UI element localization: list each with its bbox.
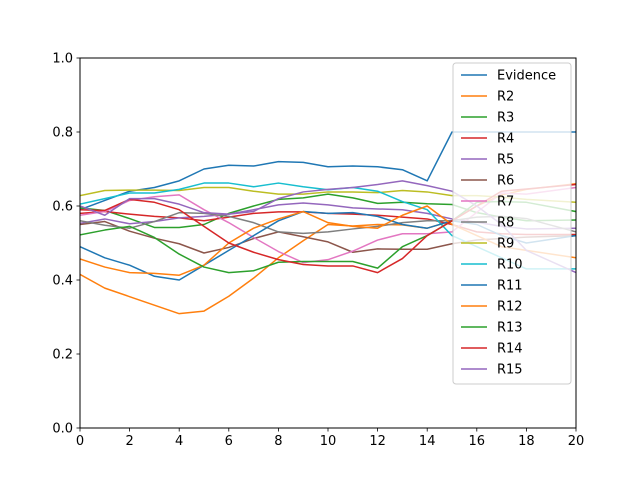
legend-label: R7 — [497, 195, 514, 210]
legend-box — [452, 62, 572, 385]
y-axis: 0.0 0.2 0.4 0.6 0.8 1.0 — [52, 52, 80, 437]
legend-label: R14 — [497, 342, 523, 357]
legend-label: R13 — [497, 321, 523, 336]
x-tick-label: 8 — [274, 434, 282, 449]
x-tick-label: 0 — [76, 434, 84, 449]
legend-label: R4 — [497, 132, 514, 147]
x-tick-label: 14 — [419, 434, 436, 449]
x-axis: 0 2 4 6 8 10 12 14 16 18 20 — [76, 428, 584, 449]
y-tick-label: 0.4 — [52, 274, 73, 289]
legend-label: R5 — [497, 153, 514, 168]
legend-label: Evidence — [497, 69, 556, 84]
y-tick-label: 1.0 — [52, 52, 73, 67]
x-tick-label: 4 — [175, 434, 183, 449]
legend: Evidence R2 R3 R4 R5 R6 R7 R8 R9 R10 R11 R12 R13 R14 R… — [452, 62, 572, 385]
legend-label: R10 — [497, 258, 523, 273]
legend-label: R15 — [497, 363, 523, 378]
legend-label: R12 — [497, 300, 523, 315]
x-tick-label: 10 — [320, 434, 337, 449]
y-tick-label: 0.6 — [52, 200, 73, 215]
x-tick-label: 20 — [568, 434, 585, 449]
legend-label: R3 — [497, 111, 514, 126]
y-tick-label: 0.8 — [52, 126, 73, 141]
x-tick-label: 12 — [369, 434, 386, 449]
legend-label: R2 — [497, 90, 514, 105]
legend-label: R8 — [497, 216, 514, 231]
y-tick-label: 0.0 — [52, 422, 73, 437]
y-tick-label: 0.2 — [52, 348, 73, 363]
x-tick-label: 18 — [518, 434, 535, 449]
x-tick-label: 6 — [225, 434, 233, 449]
legend-label: R6 — [497, 174, 514, 189]
legend-label: R11 — [497, 279, 523, 294]
legend-label: R9 — [497, 237, 514, 252]
x-tick-label: 16 — [469, 434, 486, 449]
x-tick-label: 2 — [125, 434, 133, 449]
